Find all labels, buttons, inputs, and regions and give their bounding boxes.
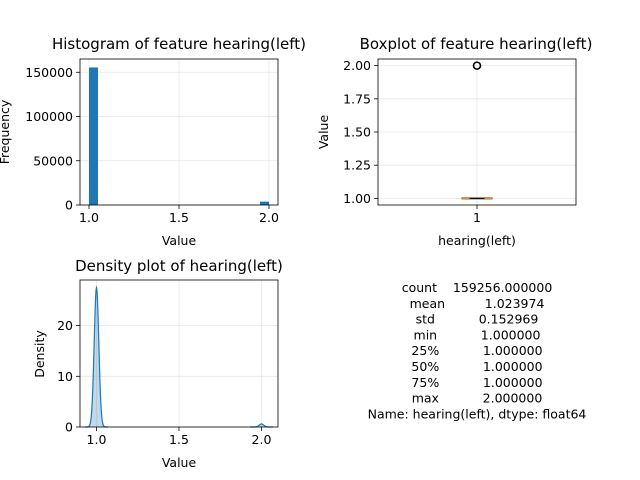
boxplot-ytick-label: 1.25 bbox=[343, 158, 371, 173]
histogram-bars bbox=[89, 67, 269, 205]
boxplot-outlier-point bbox=[472, 61, 482, 70]
density-ticks: 1.0 1.5 2.0 0 10 20 bbox=[57, 318, 271, 447]
summary-statistics-line: Name: hearing(left), dtype: float64 bbox=[368, 406, 587, 421]
density-title: Density plot of hearing(left) bbox=[75, 257, 283, 275]
density-xtick-label: 1.5 bbox=[169, 432, 189, 447]
density-area bbox=[249, 423, 274, 427]
density-curve bbox=[84, 285, 109, 428]
density-ytick-label: 0 bbox=[65, 420, 73, 435]
histogram-ytick-label: 50000 bbox=[33, 153, 73, 168]
summary-statistics-line: max 2.000000 bbox=[412, 391, 543, 406]
histogram-bar bbox=[260, 201, 269, 205]
boxplot-ylabel: Value bbox=[316, 115, 331, 150]
density-xtick-label: 1.0 bbox=[87, 432, 107, 447]
density-ytick-label: 10 bbox=[57, 369, 73, 384]
histogram-xtick-label: 1.5 bbox=[169, 210, 189, 225]
boxplot-ytick-label: 1.75 bbox=[343, 91, 371, 106]
histogram-bar bbox=[89, 67, 98, 205]
histogram-ytick-label: 150000 bbox=[25, 65, 73, 80]
histogram-xtick-label: 2.0 bbox=[259, 210, 279, 225]
density-area bbox=[84, 287, 109, 427]
histogram-ylabel: Frequency bbox=[0, 99, 12, 164]
boxplot-subplot: Boxplot of feature hearing(left) 1.00 1.2… bbox=[316, 35, 592, 248]
boxplot-ticks: 1.00 1.25 1.50 1.75 2.00 1 bbox=[343, 58, 481, 225]
summary-statistics-line: mean 1.023974 bbox=[410, 296, 545, 311]
density-subplot: Density plot of hearing(left) 1.0 1.5 2.0 0… bbox=[32, 257, 283, 470]
boxplot-xtick-label: 1 bbox=[473, 210, 481, 225]
histogram-xlabel: Value bbox=[162, 233, 197, 248]
density-ylabel: Density bbox=[32, 330, 47, 378]
histogram-xtick-label: 1.0 bbox=[79, 210, 99, 225]
histogram-ytick-label: 100000 bbox=[25, 109, 73, 124]
summary-statistics-line: 50% 1.000000 bbox=[411, 359, 542, 374]
summary-statistics-line: count 159256.000000 bbox=[402, 280, 553, 295]
density-ytick-label: 20 bbox=[57, 318, 73, 333]
summary-statistics-line: 25% 1.000000 bbox=[411, 343, 542, 358]
summary-statistics-line: 75% 1.000000 bbox=[411, 375, 542, 390]
histogram-ytick-label: 0 bbox=[65, 198, 73, 213]
histogram-subplot: Histogram of feature hearing(left) 1.0 1.… bbox=[0, 35, 306, 248]
summary-statistics-line: min 1.000000 bbox=[414, 327, 541, 342]
density-xlabel: Value bbox=[162, 455, 197, 470]
histogram-ticks: 1.0 1.5 2.0 0 50000 100000 150000 bbox=[25, 65, 279, 225]
boxplot-marks bbox=[461, 61, 493, 200]
summary-statistics-line: std 0.152969 bbox=[416, 312, 539, 327]
boxplot-title: Boxplot of feature hearing(left) bbox=[360, 35, 593, 53]
density-xtick-label: 2.0 bbox=[252, 432, 272, 447]
boxplot-ytick-label: 2.00 bbox=[343, 58, 371, 73]
boxplot-ytick-label: 1.50 bbox=[343, 125, 371, 140]
boxplot-xlabel: hearing(left) bbox=[438, 233, 516, 248]
boxplot-ytick-label: 1.00 bbox=[343, 191, 371, 206]
histogram-title: Histogram of feature hearing(left) bbox=[52, 35, 306, 53]
